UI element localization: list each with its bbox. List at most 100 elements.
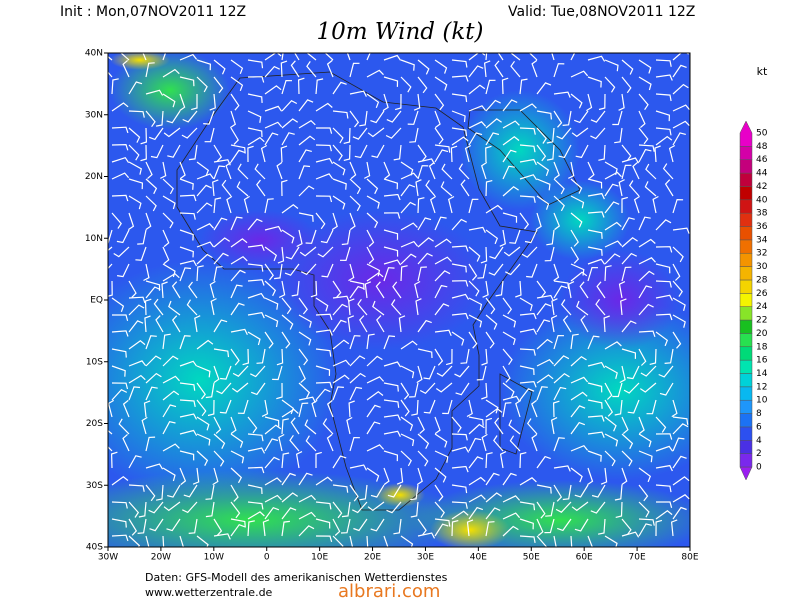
wind-barb: [182, 110, 198, 123]
wind-barb: [562, 484, 572, 501]
wind-barb: [316, 127, 333, 134]
wind-barb: [400, 201, 416, 214]
wind-barb: [128, 501, 140, 518]
wind-barb: [162, 53, 167, 61]
wind-barb: [468, 437, 482, 452]
wind-barb: [621, 416, 629, 435]
wind-barb: [590, 501, 606, 514]
wind-barb: [481, 348, 488, 366]
wind-barb: [603, 315, 610, 333]
wind-barb: [400, 450, 412, 467]
colorbar-label: 34: [756, 235, 768, 245]
wind-barb: [502, 525, 519, 537]
wind-barb: [332, 339, 350, 350]
wind-barb: [298, 511, 316, 520]
wind-barb: [410, 501, 419, 518]
wind-barb: [587, 161, 595, 180]
wind-barb: [306, 53, 317, 61]
lon-label: 80E: [681, 553, 698, 563]
wind-barb: [434, 416, 441, 435]
wind-barb: [502, 512, 521, 520]
wind-barb: [638, 93, 649, 111]
wind-barb: [243, 195, 250, 214]
wind-barb: [654, 145, 661, 163]
wind-barb: [247, 501, 264, 510]
wind-barb: [148, 127, 164, 141]
wind-barb: [502, 186, 519, 197]
wind-barb: [370, 484, 385, 498]
wind-barb: [140, 127, 148, 145]
wind-barb: [553, 63, 565, 78]
wind-barb: [272, 365, 283, 381]
wind-barb: [367, 127, 385, 138]
wind-barb: [451, 446, 470, 453]
wind-barb: [621, 266, 632, 282]
wind-barb: [638, 484, 649, 502]
colorbar-label: 40: [756, 195, 768, 205]
wind-barb: [638, 467, 652, 483]
wind-barb: [196, 416, 210, 431]
wind-barb: [349, 62, 360, 78]
wind-barb: [415, 179, 422, 197]
wind-barb: [638, 518, 655, 526]
wind-barb: [196, 365, 211, 378]
wind-barb: [196, 399, 207, 417]
wind-barb: [468, 416, 484, 426]
wind-barb: [670, 519, 678, 537]
wind-barb: [145, 286, 161, 299]
wind-barb: [191, 94, 198, 111]
wind-barb: [366, 263, 381, 277]
wind-barb: [281, 399, 295, 415]
wind-barb: [502, 120, 520, 129]
wind-barb: [655, 313, 673, 321]
wind-barb: [480, 161, 488, 180]
wind-barb: [672, 64, 687, 78]
wind-barb: [179, 382, 196, 391]
wind-barb: [434, 76, 448, 91]
wind-barb: [348, 400, 355, 418]
wind-barb: [162, 272, 180, 282]
wind-barb: [340, 518, 351, 534]
wind-barb: [417, 532, 436, 539]
wind-barb: [519, 78, 528, 95]
wind-barb: [417, 197, 425, 214]
wind-barb: [519, 103, 537, 112]
wind-barb: [570, 212, 583, 228]
colorbar-label: 12: [756, 382, 767, 392]
wind-barb: [655, 416, 667, 433]
wind-barb: [205, 501, 215, 518]
wind-barb: [383, 430, 401, 437]
wind-barb: [357, 298, 368, 316]
wind-barb: [315, 501, 332, 510]
colorbar-label: 46: [756, 155, 768, 165]
wind-barb: [332, 518, 341, 536]
wind-barb: [638, 110, 646, 129]
wind-barb: [655, 110, 671, 122]
colorbar-label: 16: [756, 356, 768, 366]
wind-barb: [285, 246, 300, 260]
wind-barb: [570, 271, 588, 282]
wind-barb: [332, 110, 349, 119]
wind-barb: [348, 298, 355, 316]
wind-barb: [392, 281, 402, 299]
wind-barb: [434, 484, 444, 502]
wind-barb: [276, 161, 283, 180]
wind-barb: [128, 161, 142, 175]
wind-barb: [587, 431, 605, 438]
wind-barb: [213, 252, 229, 265]
wind-barb: [128, 296, 146, 304]
wind-barb: [638, 348, 647, 366]
wind-barb: [204, 127, 215, 143]
lat-label: 20S: [86, 419, 103, 429]
wind-barb: [220, 365, 232, 380]
wind-barb: [604, 535, 618, 547]
wind-barb: [230, 76, 244, 92]
wind-barb: [366, 212, 379, 229]
wind-barb: [400, 382, 410, 400]
wind-barb: [488, 263, 504, 276]
wind-barb: [502, 136, 520, 146]
wind-barb: [526, 418, 538, 435]
wind-barb: [451, 293, 470, 300]
wind-barb: [372, 300, 385, 316]
wind-barb: [451, 433, 468, 441]
